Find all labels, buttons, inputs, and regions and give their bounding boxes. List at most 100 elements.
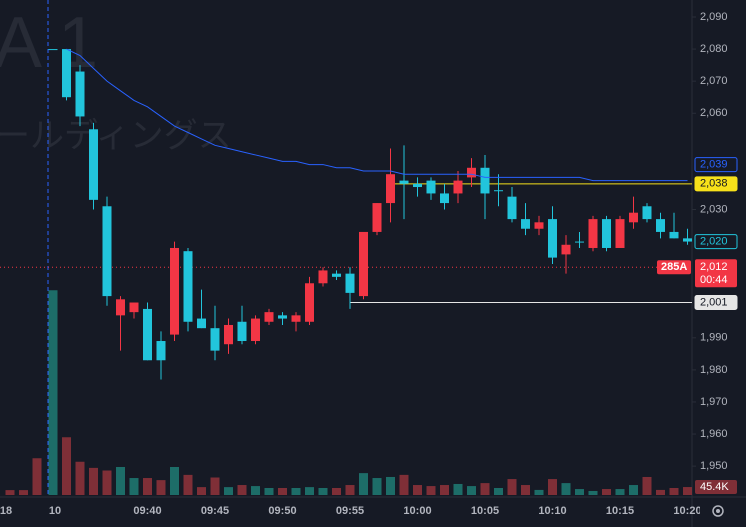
volume-bar [210,477,220,495]
last-price-text: 2,012 [700,261,728,273]
price-axis: 2,090 2,080 2,070 2,060 2,030 1,990 1,980 1,970… [657,11,738,495]
volume-bar [278,488,287,495]
candle-body [494,190,503,192]
x-tick-label: 10:05 [471,505,499,517]
settings-icon[interactable] [712,505,724,517]
volume-bar [588,490,598,495]
moving-average [66,48,688,182]
candle-body [359,231,368,297]
candle-body [318,270,328,284]
candle-body [345,273,355,293]
volume-bar [116,467,125,495]
candle-body [534,222,544,229]
volume-bar [48,290,58,495]
candle-body [521,219,530,229]
candle-body [372,203,382,232]
volume-bar [62,437,71,495]
price-label-box [694,234,738,250]
candle-body [440,193,449,204]
volume-bar [129,478,139,495]
x-tick-label: 10:00 [403,505,431,517]
x-tick-label: 09:55 [336,505,364,517]
x-tick-label: 09:50 [268,505,296,517]
price-label-text: 2,001 [700,296,728,308]
volume-bar [318,488,328,495]
price-label-box [694,295,738,311]
candle-body [656,219,665,232]
candle-body [102,206,112,297]
volume-bar [669,488,679,495]
volume-bar [372,478,382,495]
volume-bar [19,490,28,495]
candle-body [156,341,166,361]
volume-bar [359,473,368,495]
volume-bar [386,476,395,495]
volume-bar [480,483,490,495]
price-label-box [694,157,738,173]
gear[interactable] [712,505,724,517]
volume-bar [264,488,274,495]
candle-body [683,238,692,242]
candle-body [129,302,139,313]
candle-body [588,219,598,248]
volume-bar [102,470,112,495]
candle-body [48,49,58,51]
time-axis: 09:40 09:45 09:50 09:55 10:00 10:05 10:10 10:15… [0,505,700,517]
candle-body [62,49,71,98]
price-label-text: 2,020 [700,235,728,247]
countdown: 00:44 [700,274,728,286]
price-label: 2,001 [694,295,738,311]
y-tick-label: 1,960 [700,428,728,440]
y-tick-label: 1,970 [700,396,728,408]
candle-body [332,273,341,277]
volume-bar [534,489,544,495]
volume-bar [521,485,530,495]
volume-bar [507,479,517,495]
volume-bar [561,483,571,495]
volume-bar [467,486,476,495]
y-tick-label: 2,090 [700,11,728,23]
y-tick-label: 1,980 [700,364,728,376]
candle-body [399,180,409,184]
volume-bar [89,467,98,495]
day-label: 18 [0,505,12,517]
candle-body [75,71,85,117]
volume-label-box [695,480,737,495]
candle-body [170,247,179,335]
volume-bar [575,489,584,495]
candle-body [507,196,517,220]
candle-body [467,167,476,178]
volume-bar [548,479,557,495]
candle-body [264,312,274,322]
price-label: 2,020 [694,234,738,250]
price-label: 2,039 [694,157,738,173]
volume-bar [237,485,247,495]
symbol-text: 285A [661,261,687,273]
candle-body [197,318,206,329]
volume-bar [156,480,166,495]
candle-body [480,167,490,194]
volume-bar [440,485,449,495]
day-label: 10 [49,505,61,517]
candle-body [426,180,436,194]
candle-body [548,219,557,258]
candle-body [116,299,125,316]
volume-label: 45.4K [700,481,729,493]
candle-body [183,251,193,322]
volume-bar [143,478,152,495]
candle-body [629,212,638,223]
x-tick-label: 09:45 [201,505,229,517]
candle-body [278,315,287,319]
candle-body [305,283,314,322]
gear-center[interactable] [716,509,720,513]
candle-body [210,328,220,351]
volume-bar [5,490,15,495]
volume-bar [170,467,179,495]
candle-body [143,308,152,361]
volume-bar [615,489,625,495]
plot [0,48,692,495]
volume-bar [399,474,409,495]
